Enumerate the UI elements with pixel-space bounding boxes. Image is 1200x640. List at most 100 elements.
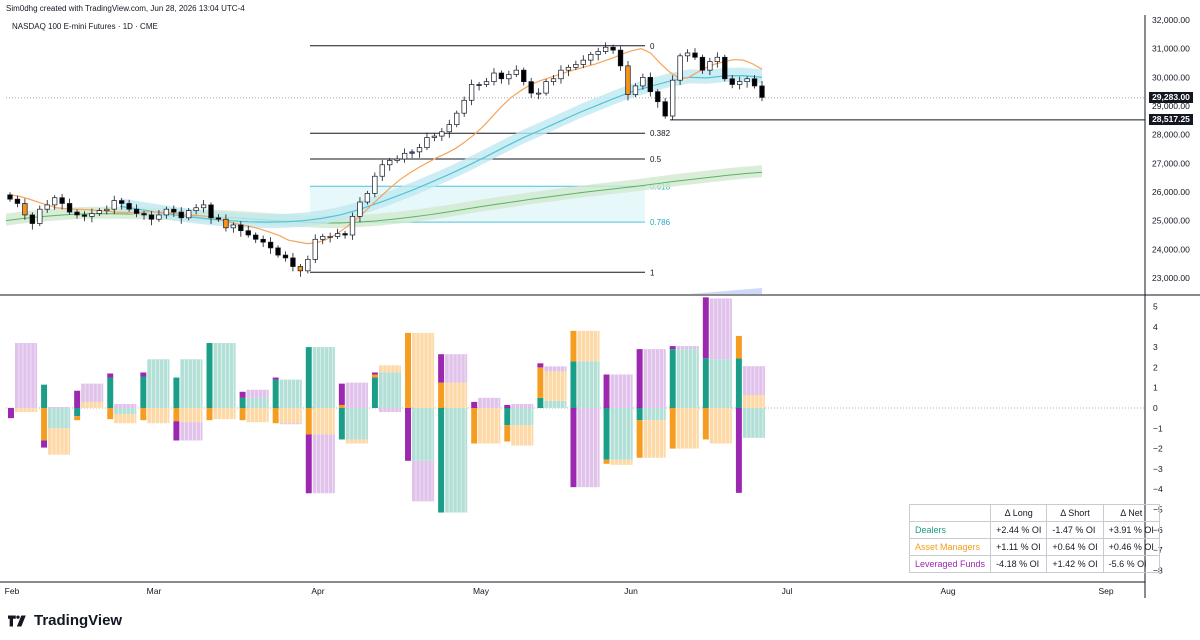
candle-body [238, 224, 244, 232]
candle-body [483, 81, 490, 85]
row-name: Leveraged Funds [908, 555, 992, 573]
candle-body [424, 137, 430, 148]
cot-bar [279, 408, 302, 424]
cot-bar [345, 382, 368, 408]
cot-bar [107, 408, 114, 420]
candle-body [714, 56, 720, 62]
cot-bar [246, 397, 269, 408]
candle-body [111, 200, 117, 210]
cot-bar [735, 335, 742, 359]
candle-body [573, 64, 579, 68]
candle-body [692, 52, 698, 58]
candle-body [409, 151, 415, 154]
candle-body [521, 69, 527, 82]
cot-bar [378, 365, 402, 373]
time-tick-label: Jul [782, 586, 793, 596]
cot-bar [544, 366, 567, 372]
cot-tick-label: 5 [1153, 302, 1158, 312]
cot-bar [643, 408, 666, 421]
row-long: +2.44 % OI [990, 521, 1048, 539]
candle-body [699, 56, 706, 71]
candle-body [148, 214, 155, 220]
cot-bar [41, 408, 48, 441]
candle-body [640, 76, 646, 87]
price-tick-label: 28,000.00 [1152, 130, 1190, 140]
cot-bar [709, 298, 732, 360]
fib-level-label: 0.786 [650, 218, 671, 227]
cot-tick-label: 1 [1153, 383, 1158, 393]
cot-bar [610, 459, 633, 465]
table-header-name [908, 504, 992, 522]
time-tick-label: Aug [940, 586, 955, 596]
cot-bar [669, 349, 676, 408]
cot-bar [114, 414, 137, 424]
cot-bar [239, 397, 246, 408]
tradingview-logo[interactable]: TradingView [8, 612, 122, 629]
row-net: +3.91 % OI [1102, 521, 1160, 539]
cot-bar [445, 382, 468, 408]
row-short: -1.47 % OI [1046, 521, 1104, 539]
candle-body [14, 198, 21, 204]
cot-bar [41, 440, 48, 448]
candle-body [81, 214, 88, 217]
candle-body [468, 84, 475, 101]
table-row-leveraged-funds: Leveraged Funds -4.18 % OI +1.42 % OI -5… [908, 555, 1160, 573]
candle-body [44, 204, 50, 210]
cot-bar [246, 408, 269, 423]
cot-bar [180, 408, 203, 423]
cot-bar [48, 428, 71, 455]
candle-body [334, 233, 341, 237]
cot-summary-table: Δ Long Δ Short Δ Net Dealers +2.44 % OI … [908, 504, 1160, 573]
cot-bar [511, 425, 534, 446]
candle-body [610, 46, 616, 51]
candle-body [655, 91, 661, 103]
candle-body [476, 84, 482, 86]
candle-body [29, 214, 35, 224]
candle-body [37, 208, 43, 224]
cot-bar [676, 346, 699, 350]
cot-bar [709, 408, 732, 444]
cot-bar [504, 425, 511, 442]
cot-pane [6, 297, 1145, 513]
cot-bar [41, 384, 48, 408]
tradingview-logo-icon [8, 614, 26, 627]
cot-bar [577, 408, 600, 488]
cot-bar [48, 408, 71, 429]
candle-body [282, 254, 289, 259]
time-tick-label: Sep [1098, 586, 1113, 596]
cot-bar [338, 383, 345, 405]
cot-bar [669, 408, 676, 449]
time-tick-label: Mar [147, 586, 162, 596]
price-tick-label: 32,000.00 [1152, 15, 1190, 25]
cot-bar [345, 439, 368, 444]
cot-bar [338, 404, 345, 408]
time-tick-label: May [473, 586, 490, 596]
cot-bar [735, 408, 742, 493]
cot-bar [445, 354, 468, 383]
axes: 32,000.00 31,000.00 30,000.00 29,000.00 28,0… [0, 15, 1200, 598]
candle-body [498, 72, 505, 80]
cot-bar [107, 377, 114, 408]
candle-body [267, 241, 274, 249]
cot-bar [173, 421, 180, 441]
candle-body [684, 52, 691, 57]
cot-bar [411, 408, 435, 461]
fib-level-label: 0.382 [650, 129, 671, 138]
cot-bar [305, 347, 312, 408]
table-header-long: Δ Long [990, 504, 1048, 522]
cot-bar [537, 367, 544, 398]
row-long: -4.18 % OI [990, 555, 1048, 573]
candle-body [372, 175, 378, 194]
candle-body [632, 85, 639, 95]
cot-bar [411, 332, 435, 408]
cot-bar [371, 372, 378, 375]
candle-body [677, 55, 683, 81]
candle-body [759, 85, 765, 98]
cot-bar [709, 359, 732, 408]
candle-body [647, 76, 653, 93]
cot-tick-label: −3 [1153, 464, 1163, 474]
candle-body [230, 224, 237, 229]
cot-bar [81, 383, 104, 402]
candle-body [461, 99, 467, 114]
